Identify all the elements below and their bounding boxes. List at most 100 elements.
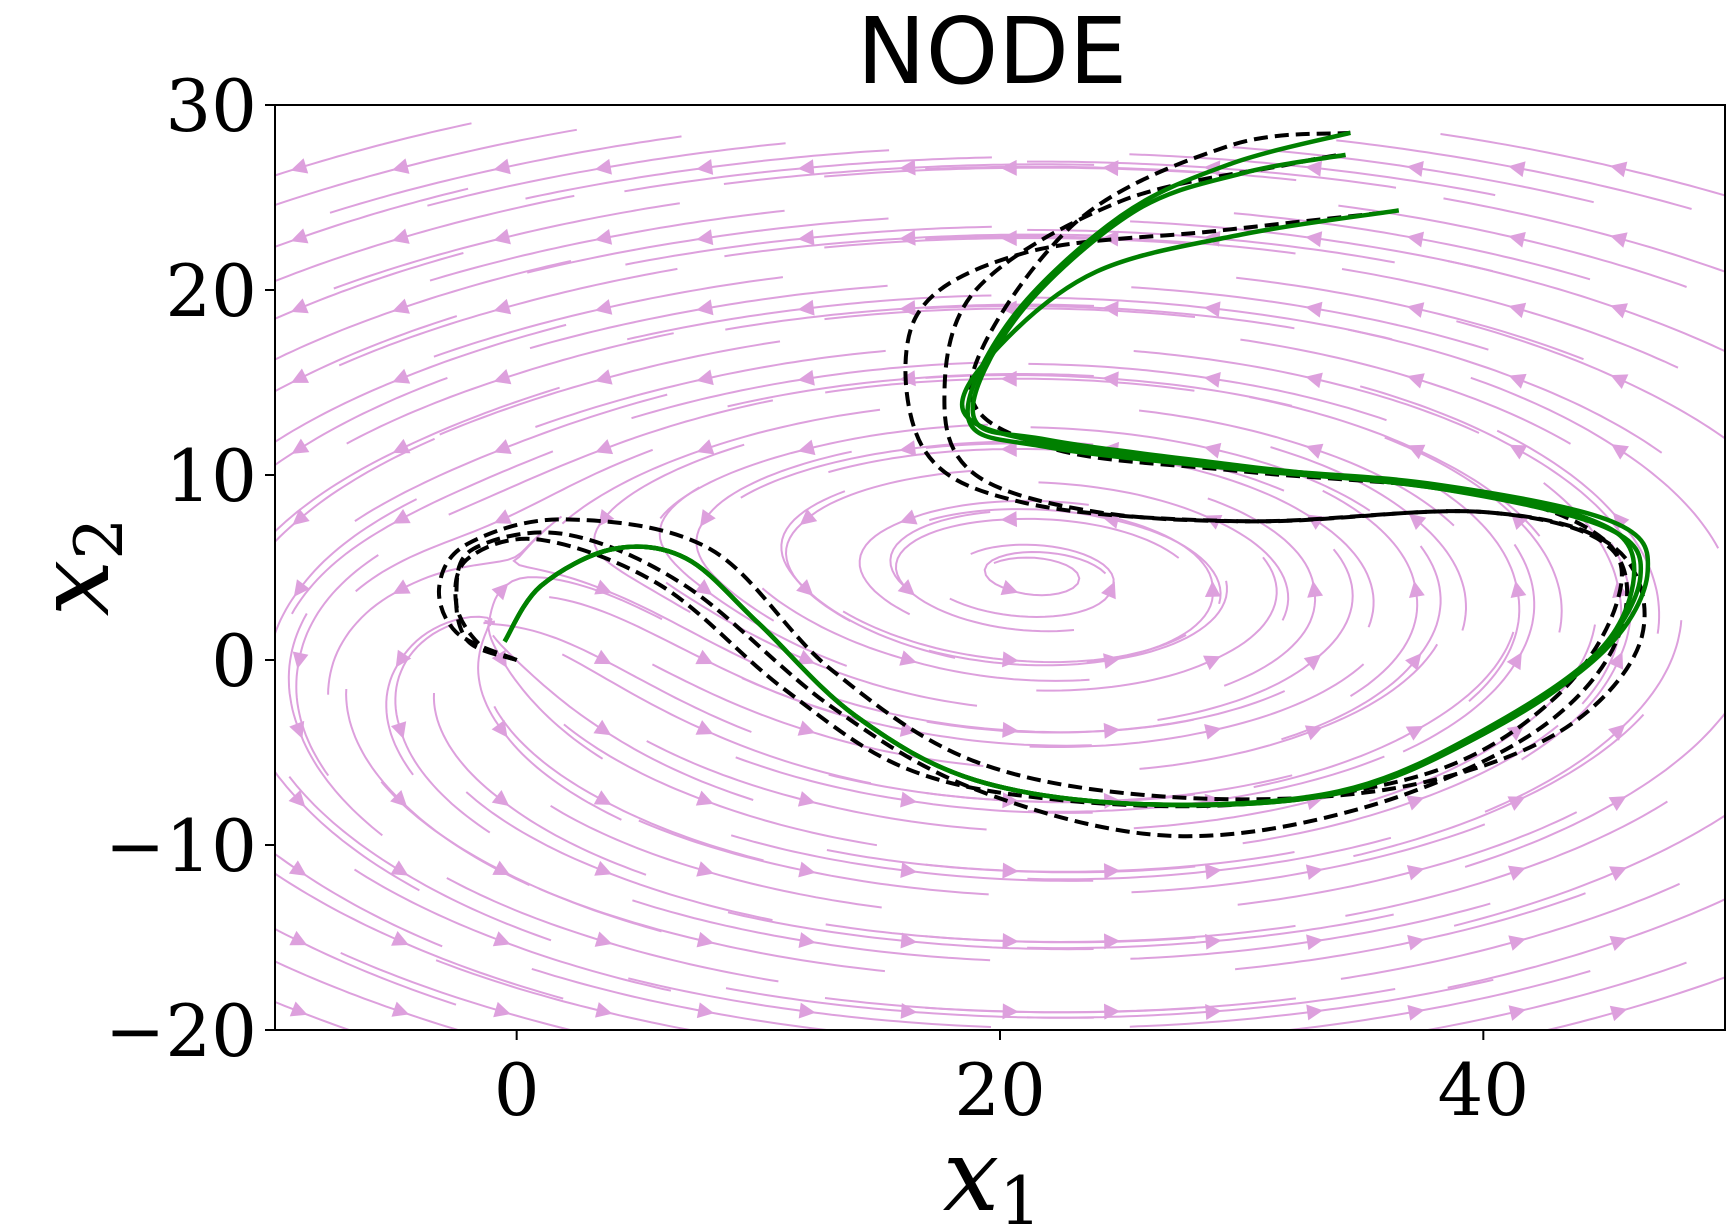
streamline-arrow bbox=[391, 158, 410, 174]
streamline-field bbox=[275, 122, 1725, 1030]
streamline-arrow bbox=[292, 508, 310, 526]
streamline-arrow bbox=[1104, 1003, 1121, 1020]
streamline-arrow bbox=[392, 368, 411, 384]
streamline-arrow bbox=[493, 228, 511, 245]
streamline-arrow bbox=[695, 649, 714, 665]
y-tick-label: 10 bbox=[165, 434, 257, 518]
streamline-arrow bbox=[1000, 579, 1019, 596]
streamline bbox=[275, 252, 464, 320]
axis-ticks: 0 20 40 −20 −10 0 10 20 30 bbox=[105, 64, 1529, 1132]
streamline-arrow bbox=[595, 1002, 613, 1018]
streamline-arrow bbox=[491, 789, 510, 807]
streamline-arrow bbox=[1508, 1005, 1526, 1021]
streamline-arrow bbox=[1406, 231, 1425, 248]
x-axis-label-main: x bbox=[943, 1117, 999, 1228]
streamline-arrow bbox=[1508, 373, 1527, 389]
streamline-arrow bbox=[1609, 161, 1628, 178]
streamline-arrow bbox=[595, 369, 613, 385]
y-tick-label: 30 bbox=[165, 64, 257, 148]
y-tick-label: 0 bbox=[211, 619, 257, 703]
streamline bbox=[1543, 976, 1725, 1030]
streamline-arrow bbox=[493, 439, 512, 454]
streamline-arrow bbox=[797, 299, 815, 316]
streamline-arrow bbox=[1305, 301, 1323, 318]
streamline-arrow bbox=[594, 158, 612, 175]
streamline-arrow bbox=[493, 509, 512, 524]
streamline-arrow bbox=[492, 860, 511, 875]
streamline-arrow bbox=[1407, 1004, 1425, 1021]
streamline-arrow bbox=[593, 719, 612, 736]
y-axis-label-main: x bbox=[15, 560, 132, 616]
streamline-arrow bbox=[1506, 652, 1522, 671]
streamline-arrow bbox=[1305, 231, 1323, 248]
streamline-arrow bbox=[900, 862, 918, 879]
streamline-arrow bbox=[390, 860, 409, 876]
streamline-arrow bbox=[598, 508, 615, 527]
streamline-arrow bbox=[1406, 161, 1424, 177]
trajectory-layer bbox=[436, 130, 1651, 839]
streamline-arrow bbox=[696, 159, 714, 175]
streamline-arrow bbox=[395, 649, 412, 668]
streamline-arrow bbox=[1508, 302, 1527, 319]
streamline bbox=[275, 852, 443, 948]
streamline-arrow bbox=[1305, 372, 1323, 389]
streamline-arrow bbox=[798, 932, 816, 948]
streamline bbox=[1440, 133, 1725, 197]
streamline-arrow bbox=[1000, 159, 1017, 176]
x-tick-label: 20 bbox=[954, 1048, 1046, 1132]
streamline-arrow bbox=[1508, 161, 1526, 178]
streamline-arrow bbox=[1609, 1005, 1628, 1022]
streamline-arrow bbox=[1610, 303, 1628, 319]
reference-trajectory-2 bbox=[436, 210, 1647, 802]
streamline-arrow bbox=[593, 790, 612, 805]
x-tick-label: 40 bbox=[1438, 1048, 1530, 1132]
streamline bbox=[275, 927, 457, 1006]
streamline-arrow bbox=[391, 1001, 410, 1017]
y-tick-label: −10 bbox=[105, 804, 257, 888]
streamline-arrow bbox=[1205, 1004, 1222, 1021]
streamline-arrow bbox=[289, 720, 305, 739]
streamline-arrow bbox=[1205, 933, 1222, 950]
streamline-arrow bbox=[695, 720, 714, 735]
streamline-arrow bbox=[1507, 865, 1526, 881]
streamline-arrow bbox=[392, 438, 411, 454]
streamline-arrow bbox=[696, 229, 714, 246]
streamline-arrow bbox=[799, 508, 818, 526]
streamline-arrow bbox=[1406, 302, 1425, 318]
streamline-arrow bbox=[797, 229, 815, 246]
streamline-arrow bbox=[1203, 442, 1222, 459]
streamline-arrow bbox=[1608, 651, 1624, 670]
streamline-arrow bbox=[1203, 301, 1221, 318]
streamline-arrow bbox=[798, 861, 816, 878]
streamline-arrow bbox=[1509, 444, 1528, 460]
streamline-arrow bbox=[392, 298, 410, 314]
streamline-arrow bbox=[899, 440, 917, 457]
streamline-arrow bbox=[1306, 1004, 1324, 1021]
streamline-arrow bbox=[1610, 232, 1628, 248]
streamline-arrow bbox=[390, 721, 407, 739]
streamline-arrow bbox=[1305, 160, 1323, 177]
streamline-arrow bbox=[694, 579, 713, 596]
streamline-arrow bbox=[593, 649, 612, 665]
streamline-arrow bbox=[696, 299, 714, 316]
streamline-arrow bbox=[1204, 863, 1222, 880]
streamline-arrow bbox=[696, 1002, 715, 1019]
streamline-arrow bbox=[696, 439, 715, 455]
streamline-arrow bbox=[290, 228, 309, 244]
streamline-arrow bbox=[1305, 443, 1324, 459]
y-tick-label: −20 bbox=[105, 989, 257, 1073]
y-axis-label: x2 bbox=[15, 518, 138, 616]
streamline-arrow bbox=[1408, 513, 1427, 531]
streamline-arrow bbox=[696, 931, 714, 948]
streamline-arrow bbox=[1002, 721, 1019, 738]
streamline-arrow bbox=[1102, 160, 1119, 177]
streamline-arrow bbox=[594, 299, 613, 315]
streamline-arrow bbox=[288, 790, 306, 808]
streamline-arrow bbox=[594, 860, 613, 876]
streamline-arrow bbox=[1102, 300, 1119, 317]
streamline-arrow bbox=[1204, 580, 1221, 597]
streamline-arrow bbox=[292, 651, 309, 669]
streamline-arrow bbox=[493, 158, 511, 175]
x-tick-label: 0 bbox=[494, 1048, 540, 1132]
